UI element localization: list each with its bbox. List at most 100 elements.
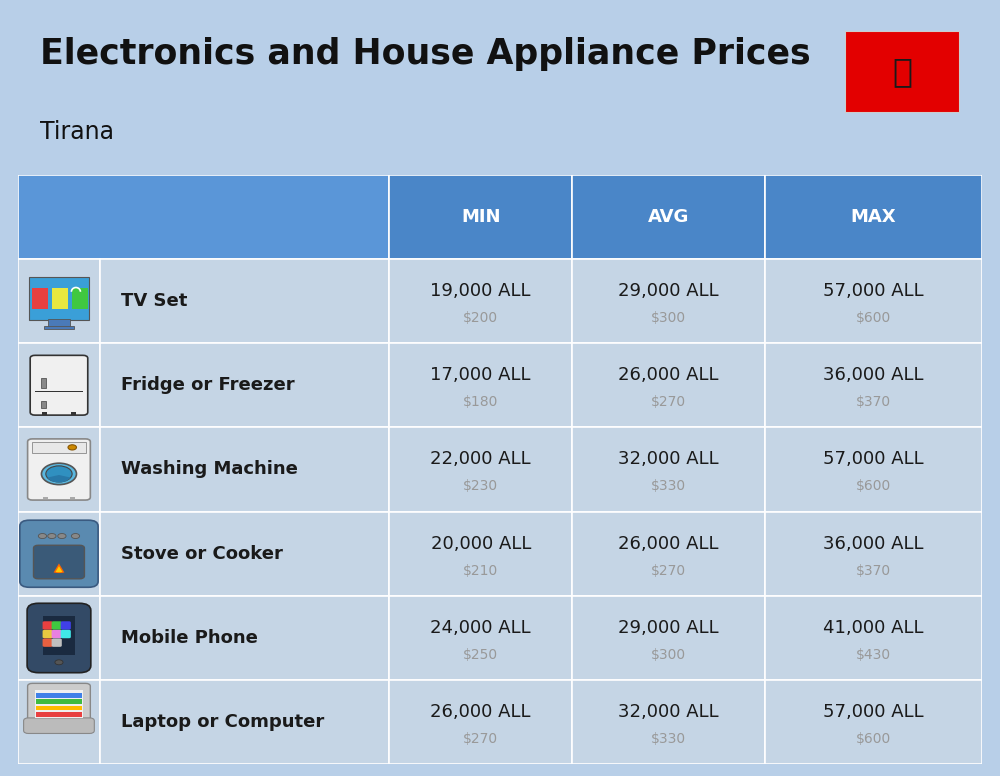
Text: 57,000 ALL: 57,000 ALL	[823, 450, 924, 469]
Bar	[572, 680, 765, 764]
Text: $600: $600	[856, 480, 891, 494]
Bar	[389, 596, 572, 680]
Bar	[32, 287, 48, 309]
Text: $300: $300	[651, 311, 686, 325]
Text: $600: $600	[856, 732, 891, 746]
Text: 41,000 ALL: 41,000 ALL	[823, 619, 924, 637]
Bar	[100, 680, 389, 764]
Bar	[32, 442, 86, 453]
Text: Washing Machine: Washing Machine	[121, 460, 298, 479]
Text: 🦅: 🦅	[893, 55, 912, 88]
Bar	[765, 259, 982, 343]
Bar	[18, 680, 100, 764]
Bar	[35, 391, 83, 392]
Text: $270: $270	[651, 395, 686, 409]
Text: 26,000 ALL: 26,000 ALL	[430, 703, 531, 721]
FancyBboxPatch shape	[43, 639, 53, 647]
FancyBboxPatch shape	[52, 630, 62, 638]
Text: $370: $370	[856, 395, 891, 409]
Circle shape	[48, 534, 56, 539]
Bar	[36, 699, 82, 705]
FancyBboxPatch shape	[61, 622, 71, 629]
Bar	[572, 428, 765, 511]
Bar	[18, 343, 100, 428]
Circle shape	[41, 463, 76, 485]
Bar	[389, 175, 572, 259]
Text: Tirana: Tirana	[40, 120, 114, 144]
Bar	[389, 511, 572, 596]
Circle shape	[55, 660, 63, 665]
FancyBboxPatch shape	[27, 603, 91, 673]
Text: 17,000 ALL: 17,000 ALL	[430, 366, 531, 384]
Text: $600: $600	[856, 311, 891, 325]
Text: 26,000 ALL: 26,000 ALL	[618, 366, 719, 384]
Text: $250: $250	[463, 648, 498, 662]
Bar	[36, 693, 82, 698]
Bar	[41, 378, 46, 388]
Bar	[35, 690, 83, 718]
Text: 20,000 ALL: 20,000 ALL	[431, 535, 531, 553]
Text: MIN: MIN	[461, 208, 500, 226]
Bar	[18, 175, 389, 259]
Text: $210: $210	[463, 563, 498, 577]
Bar	[100, 511, 389, 596]
FancyBboxPatch shape	[52, 622, 62, 629]
FancyBboxPatch shape	[24, 718, 94, 733]
Bar	[44, 326, 74, 329]
Text: 26,000 ALL: 26,000 ALL	[618, 535, 719, 553]
Text: $180: $180	[463, 395, 498, 409]
Bar	[71, 411, 76, 415]
FancyBboxPatch shape	[34, 546, 84, 579]
Text: 36,000 ALL: 36,000 ALL	[823, 366, 924, 384]
Text: 22,000 ALL: 22,000 ALL	[430, 450, 531, 469]
Bar	[765, 596, 982, 680]
Text: $330: $330	[651, 732, 686, 746]
FancyBboxPatch shape	[28, 684, 90, 724]
Text: Fridge or Freezer: Fridge or Freezer	[121, 376, 295, 394]
Bar	[18, 259, 100, 343]
Text: $370: $370	[856, 563, 891, 577]
Bar	[572, 511, 765, 596]
Bar	[36, 712, 82, 717]
Bar	[42, 411, 47, 415]
Bar	[100, 259, 389, 343]
Bar	[43, 616, 75, 655]
Circle shape	[46, 466, 72, 482]
Text: MAX: MAX	[851, 208, 896, 226]
Bar	[389, 428, 572, 511]
Bar	[765, 511, 982, 596]
Text: AVG: AVG	[648, 208, 689, 226]
FancyBboxPatch shape	[20, 520, 98, 587]
Circle shape	[68, 445, 76, 450]
Text: TV Set: TV Set	[121, 292, 188, 310]
FancyBboxPatch shape	[30, 355, 88, 415]
FancyBboxPatch shape	[28, 439, 90, 500]
FancyBboxPatch shape	[52, 639, 62, 647]
Text: Electronics and House Appliance Prices: Electronics and House Appliance Prices	[40, 36, 811, 71]
Text: $300: $300	[651, 648, 686, 662]
Bar	[389, 343, 572, 428]
Text: $230: $230	[463, 480, 498, 494]
Text: $330: $330	[651, 480, 686, 494]
Wedge shape	[47, 475, 70, 483]
FancyBboxPatch shape	[61, 630, 71, 638]
Bar	[765, 343, 982, 428]
Text: 29,000 ALL: 29,000 ALL	[618, 282, 719, 300]
Wedge shape	[56, 566, 62, 572]
Bar	[389, 259, 572, 343]
Bar	[72, 287, 88, 309]
Bar	[52, 287, 68, 309]
Text: 19,000 ALL: 19,000 ALL	[430, 282, 531, 300]
Wedge shape	[54, 563, 64, 573]
Text: Mobile Phone: Mobile Phone	[121, 629, 258, 647]
Text: $270: $270	[651, 563, 686, 577]
Bar	[572, 596, 765, 680]
Circle shape	[71, 534, 80, 539]
Bar	[765, 680, 982, 764]
Bar	[18, 428, 100, 511]
Circle shape	[38, 534, 47, 539]
Bar	[765, 175, 982, 259]
Text: 32,000 ALL: 32,000 ALL	[618, 703, 719, 721]
Text: Laptop or Computer: Laptop or Computer	[121, 713, 324, 731]
Bar	[765, 428, 982, 511]
